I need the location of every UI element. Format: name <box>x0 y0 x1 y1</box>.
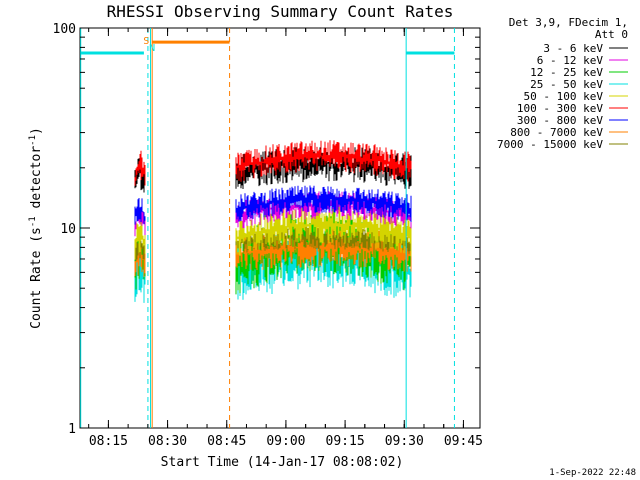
x-axis-label: Start Time (14-Jan-17 08:08:02) <box>161 455 404 470</box>
series-trace <box>235 140 412 182</box>
series-trace <box>235 185 412 222</box>
y-axis-label-main: Count Rate (s <box>29 227 44 329</box>
legend-label: 300 - 800 keV <box>517 114 603 127</box>
legend-label: 50 - 100 keV <box>524 90 604 103</box>
flag-label: N <box>149 43 155 54</box>
y-tick-label: 100 <box>53 22 76 37</box>
series-300-800-kev <box>134 185 412 225</box>
series-trace <box>235 205 412 257</box>
legend-label: 100 - 300 keV <box>517 102 603 115</box>
legend-label: 6 - 12 keV <box>537 54 604 67</box>
x-tick-label: 08:30 <box>148 434 187 449</box>
x-tick-label: 09:00 <box>266 434 305 449</box>
overlay-layer: SN <box>80 28 455 428</box>
series-100-300-kev <box>134 140 412 186</box>
legend-header-line-1: Det 3,9, FDecim 1, <box>509 16 628 29</box>
data-layer <box>134 140 412 303</box>
series-trace <box>134 150 146 186</box>
y-axis-label-mid: detector <box>29 146 44 217</box>
x-tick-label: 09:45 <box>444 434 483 449</box>
legend-label: 3 - 6 keV <box>543 42 603 55</box>
legend-label: 25 - 50 keV <box>530 78 603 91</box>
legend-label: 7000 - 15000 keV <box>497 138 603 151</box>
x-tick-label: 08:15 <box>89 434 128 449</box>
legend-label: 800 - 7000 keV <box>510 126 603 139</box>
chart-title: RHESSI Observing Summary Count Rates <box>107 2 454 21</box>
series-50-100-kev <box>134 205 412 260</box>
y-tick-label: 1 <box>68 422 76 437</box>
flag-label: S <box>143 36 149 47</box>
y-axis-label-sup2: -1 <box>28 135 38 146</box>
x-tick-label: 09:15 <box>326 434 365 449</box>
legend-label: 12 - 25 keV <box>530 66 603 79</box>
y-tick-label: 10 <box>60 222 76 237</box>
series-trace <box>134 198 146 225</box>
series-trace <box>134 218 146 260</box>
footer-timestamp: 1-Sep-2022 22:48 <box>549 468 636 478</box>
y-axis-label: Count Rate (s-1 detector-1) <box>28 127 44 329</box>
y-axis-label-end: ) <box>29 127 44 135</box>
x-tick-label: 08:45 <box>207 434 246 449</box>
axis-layer: 08:15 08:30 08:45 09:00 09:15 09:30 09:45 1 10 10… <box>53 22 483 449</box>
legend-header-line-2: Att 0 <box>595 28 628 41</box>
y-axis-label-sup1: -1 <box>28 216 38 227</box>
series-trace <box>235 227 412 272</box>
x-tick-label: 09:30 <box>385 434 424 449</box>
